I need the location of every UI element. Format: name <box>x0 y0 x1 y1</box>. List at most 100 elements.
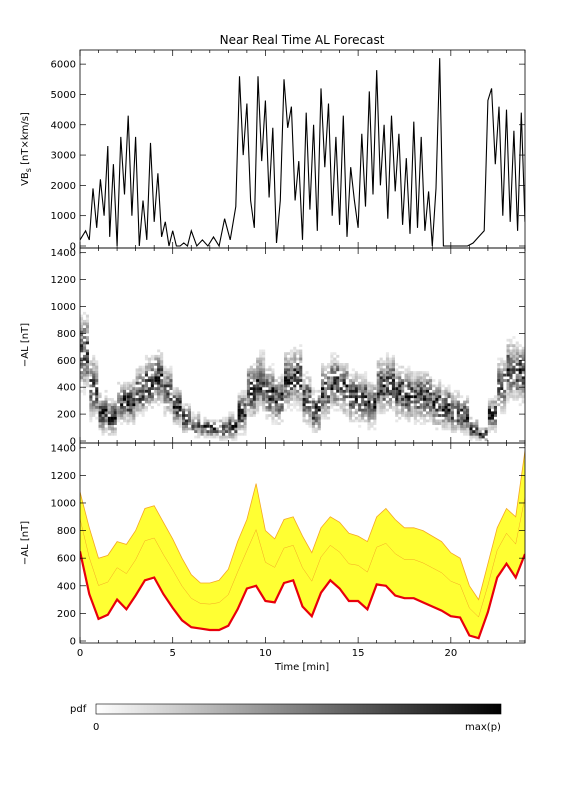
density-cell <box>515 363 519 366</box>
density-cell <box>243 432 247 436</box>
density-cell <box>308 400 312 404</box>
density-cell <box>453 395 457 399</box>
density-cell <box>85 330 89 334</box>
density-cell <box>460 414 464 417</box>
density-cell <box>354 389 358 393</box>
density-cell <box>187 403 191 407</box>
density-cell <box>447 384 451 388</box>
density-cell <box>361 392 365 396</box>
density-cell <box>113 419 117 423</box>
density-cell <box>191 411 195 415</box>
density-cell <box>512 368 516 372</box>
density-cell <box>262 406 266 409</box>
density-cell <box>92 371 96 374</box>
density-cell <box>252 395 256 399</box>
density-cell <box>525 382 528 385</box>
density-cell <box>450 427 454 431</box>
density-cell <box>379 387 383 390</box>
density-cell <box>333 371 337 374</box>
density-cell <box>166 373 170 377</box>
density-cell <box>141 376 145 380</box>
density-cell <box>175 416 179 420</box>
density-cell <box>342 389 346 393</box>
density-cell <box>395 373 399 377</box>
density-cell <box>113 430 117 433</box>
density-cell <box>237 398 241 401</box>
density-cell <box>147 360 151 364</box>
density-cell <box>327 406 331 409</box>
density-cell <box>429 392 433 396</box>
density-cell <box>234 427 238 431</box>
density-cell <box>83 311 87 315</box>
density-cell <box>364 371 368 374</box>
density-cell <box>327 365 331 369</box>
density-cell <box>339 406 343 409</box>
density-cell <box>487 403 491 407</box>
density-cell <box>299 371 303 374</box>
density-cell <box>110 430 114 433</box>
density-cell <box>388 389 392 393</box>
density-cell <box>487 416 491 420</box>
y-tick-label: 3000 <box>51 151 76 162</box>
density-cell <box>259 363 263 366</box>
density-cell <box>475 430 479 433</box>
density-cell <box>305 389 309 393</box>
density-cell <box>317 406 321 409</box>
density-cell <box>506 398 510 401</box>
density-cell <box>197 427 201 431</box>
density-cell <box>147 389 151 393</box>
density-cell <box>472 432 476 436</box>
density-cell <box>385 403 389 407</box>
density-cell <box>289 360 293 364</box>
density-cell <box>317 389 321 393</box>
density-cell <box>178 422 182 425</box>
density-cell <box>113 432 117 436</box>
density-cell <box>271 373 275 377</box>
density-cell <box>157 349 161 353</box>
density-cell <box>419 416 423 420</box>
density-cell <box>497 389 501 393</box>
density-cell <box>509 352 513 355</box>
density-cell <box>382 389 386 393</box>
density-cell <box>154 357 158 361</box>
density-cell <box>293 360 297 364</box>
density-cell <box>497 387 501 390</box>
density-cell <box>166 398 170 401</box>
density-cell <box>481 432 485 436</box>
density-cell <box>265 389 269 393</box>
density-cell <box>395 395 399 399</box>
density-cell <box>450 416 454 420</box>
density-cell <box>385 408 389 412</box>
density-cell <box>391 371 395 374</box>
density-cell <box>191 427 195 431</box>
density-cell <box>506 363 510 366</box>
density-cell <box>506 371 510 374</box>
density-cell <box>500 363 504 366</box>
density-cell <box>336 384 340 388</box>
density-cell <box>410 414 414 417</box>
density-cell <box>157 389 161 393</box>
density-cell <box>280 387 284 390</box>
density-cell <box>305 422 309 425</box>
density-cell <box>163 406 167 409</box>
density-cell <box>333 376 337 380</box>
density-cell <box>490 403 494 407</box>
density-cell <box>404 406 408 409</box>
density-cell <box>284 363 288 366</box>
density-cell <box>200 427 204 431</box>
density-cell <box>163 373 167 377</box>
density-cell <box>289 373 293 377</box>
density-cell <box>83 381 87 385</box>
density-cell <box>450 395 454 399</box>
density-cell <box>197 422 201 425</box>
density-cell <box>503 368 507 372</box>
density-cell <box>197 424 201 428</box>
density-cell <box>219 430 223 433</box>
density-cell <box>416 414 420 417</box>
density-cell <box>234 419 238 423</box>
density-cell <box>398 373 402 377</box>
density-cell <box>407 368 411 372</box>
density-cell <box>85 384 89 388</box>
y-tick-label: 400 <box>57 383 76 394</box>
density-cell <box>280 379 284 382</box>
